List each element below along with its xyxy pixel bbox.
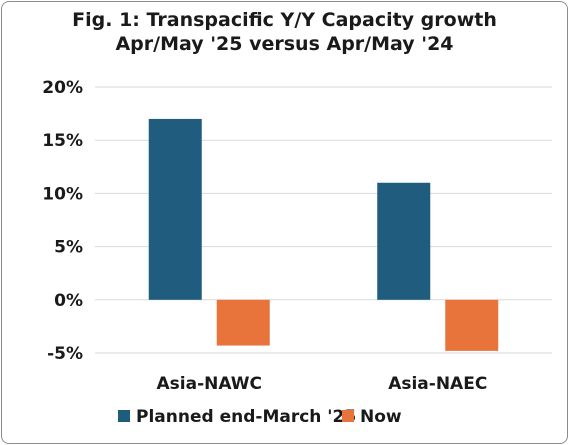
chart-title-line1: Fig. 1: Transpacific Y/Y Capacity growth xyxy=(72,9,497,31)
y-tick-label: 20% xyxy=(42,78,83,98)
legend: Planned end-March '25 Now xyxy=(118,407,402,427)
chart-title-line2: Apr/May '25 versus Apr/May '24 xyxy=(115,33,454,55)
y-axis-ticks: 20% 15% 10% 5% 0% -5% xyxy=(42,78,83,364)
legend-swatch xyxy=(342,410,354,422)
y-tick-label: 15% xyxy=(42,131,83,151)
legend-swatch xyxy=(118,410,130,422)
bar xyxy=(216,299,270,346)
bar xyxy=(445,299,499,351)
legend-label: Planned end-March '25 xyxy=(136,407,356,427)
x-category-label: Asia-NAEC xyxy=(388,374,487,394)
y-tick-label: 5% xyxy=(54,238,83,258)
x-category-label: Asia-NAWC xyxy=(157,374,262,394)
chart-title: Fig. 1: Transpacific Y/Y Capacity growth… xyxy=(0,8,569,56)
y-tick-label: 0% xyxy=(54,291,83,311)
bar xyxy=(148,118,202,300)
bars xyxy=(148,118,499,351)
legend-label: Now xyxy=(360,407,402,427)
bar xyxy=(377,182,431,300)
y-tick-label: -5% xyxy=(47,344,83,364)
x-axis-categories: Asia-NAWC Asia-NAEC xyxy=(157,374,488,394)
y-tick-label: 10% xyxy=(42,184,83,204)
